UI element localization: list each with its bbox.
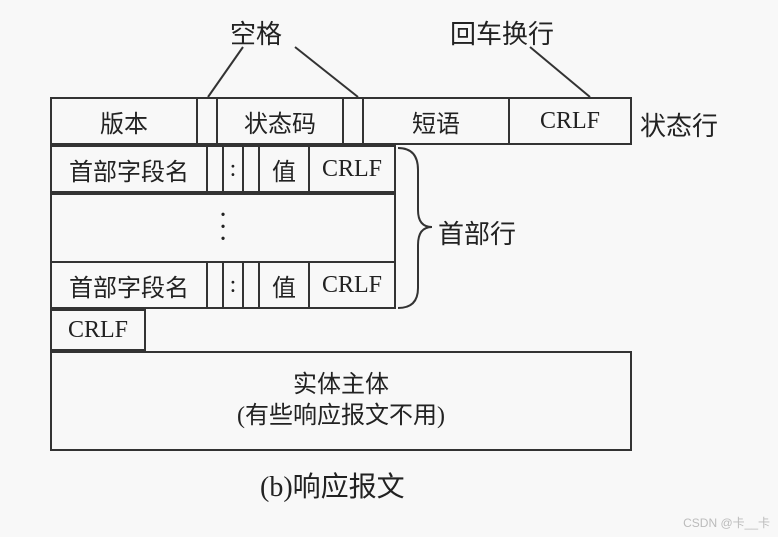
body-line1: 实体主体 (293, 370, 389, 401)
cell-status-crlf: CRLF (508, 97, 632, 145)
cell-h2-crlf: CRLF (308, 261, 396, 309)
label-crlf-note: 回车换行 (450, 14, 554, 51)
cell-h1-fieldname: 首部字段名 (50, 145, 208, 193)
vdots-left: ··· (218, 210, 227, 246)
caption: (b)响应报文 (260, 465, 405, 505)
cell-h1-value: 值 (258, 145, 310, 193)
label-status-line: 状态行 (640, 106, 718, 143)
diagram-canvas: 空格 回车换行 版本 状态码 短语 CRLF 状态行 首部字段名 : 值 CRL… (0, 0, 778, 537)
label-header-rows: 首部行 (438, 214, 516, 251)
cell-h2-colon: : (222, 261, 244, 309)
cell-sp2 (342, 97, 364, 145)
cell-body: 实体主体 (有些响应报文不用) (50, 351, 632, 451)
cell-sp1 (196, 97, 218, 145)
cell-crlf-line: CRLF (50, 309, 146, 351)
cell-version: 版本 (50, 97, 198, 145)
cell-h2-value: 值 (258, 261, 310, 309)
cell-phrase: 短语 (362, 97, 510, 145)
watermark: CSDN @卡__卡 (683, 514, 770, 531)
cell-h1-colon: : (222, 145, 244, 193)
cell-h-ellipsis: ··· (50, 193, 396, 263)
body-line2: (有些响应报文不用) (237, 401, 445, 432)
cell-h1-crlf: CRLF (308, 145, 396, 193)
label-space: 空格 (230, 14, 282, 51)
cell-status-code: 状态码 (216, 97, 344, 145)
cell-h2-fieldname: 首部字段名 (50, 261, 208, 309)
